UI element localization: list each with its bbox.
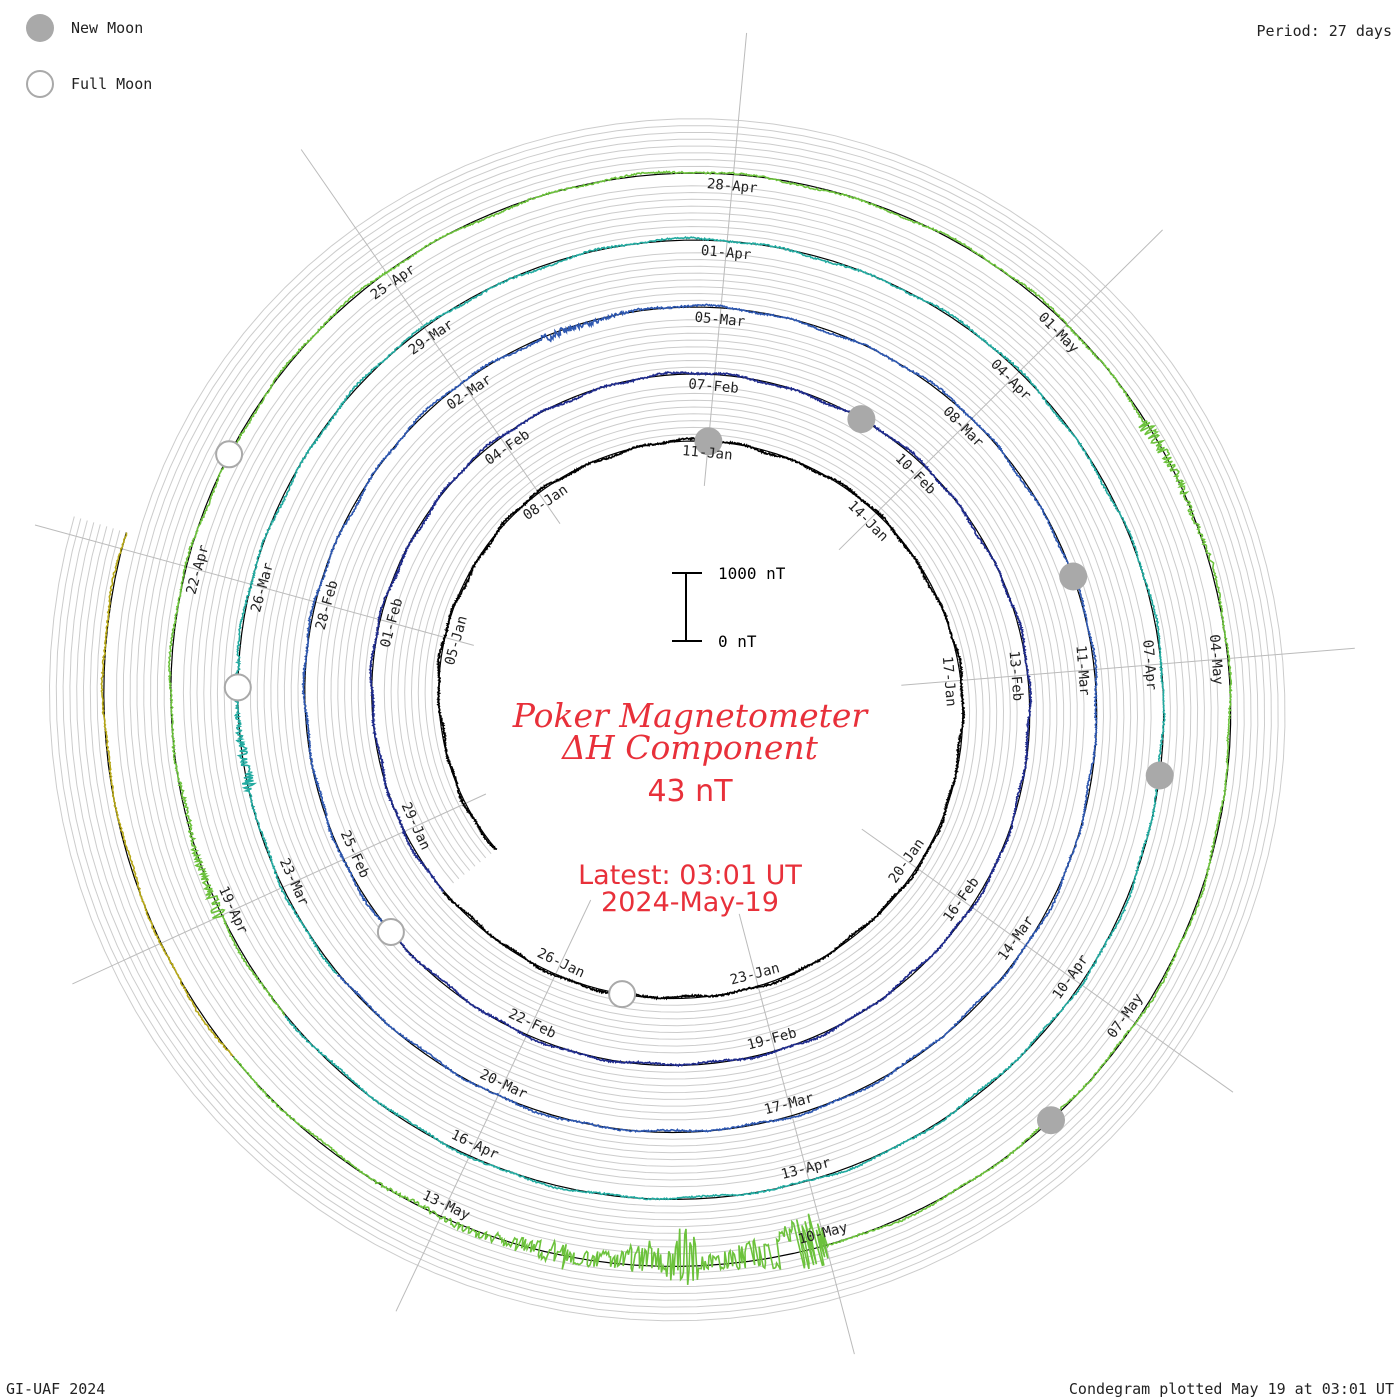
date-spoke [34, 524, 474, 646]
grid-ring [89, 159, 1245, 1281]
date-label: 29-Jan [398, 800, 434, 853]
plotted-label: Condegram plotted May 19 at 03:01 UT [1068, 1380, 1394, 1398]
grid-ring [62, 132, 1272, 1308]
date-label: 13-Feb [1006, 650, 1026, 702]
scale-bar: 1000 nT 0 nT [672, 564, 786, 651]
new-moon-marker [1145, 761, 1174, 790]
full-moon-icon [26, 70, 54, 98]
scale-bar-bottom-label: 0 nT [718, 632, 757, 651]
full-moon-marker [215, 440, 244, 469]
grid-ring [48, 118, 1286, 1322]
new-moon-marker [694, 427, 723, 456]
full-moon-marker [223, 673, 252, 702]
latest-date: 2024-May-19 [601, 887, 779, 918]
period-label: Period: 27 days [1256, 22, 1392, 40]
new-moon-icon [26, 14, 54, 42]
legend-full-moon: Full Moon [26, 70, 152, 98]
current-value: 43 nT [647, 774, 733, 809]
data-series-ring [233, 236, 1167, 1201]
chart-subtitle: ΔH Component [562, 728, 818, 767]
date-label: 23-Jan [729, 960, 782, 988]
date-label: 23-Mar [276, 856, 312, 909]
grid-ring [82, 152, 1252, 1288]
date-label: 01-Feb [378, 596, 407, 649]
date-label: 05-Jan [442, 614, 471, 667]
credit-label: GI-UAF 2024 [6, 1380, 106, 1398]
date-label: 07-Feb [688, 376, 740, 397]
date-spoke [901, 647, 1355, 686]
grid-rings [48, 118, 1286, 1322]
legend-new-moon: New Moon [26, 14, 143, 42]
data-series-ring [435, 436, 966, 1001]
date-spokes [34, 32, 1355, 1355]
grid-ring [76, 145, 1259, 1295]
data-series-ring [100, 532, 234, 1057]
chart-title: Poker Magnetometer [512, 696, 868, 735]
date-label: 25-Feb [337, 828, 373, 881]
date-spoke [861, 828, 1234, 1093]
new-moon-marker [1059, 562, 1088, 591]
date-label: 05-Mar [694, 310, 746, 331]
full-moon-label: Full Moon [71, 75, 153, 93]
date-label: 11-Jan [681, 443, 733, 464]
date-label: 28-Apr [706, 176, 758, 197]
date-label: 04-May [1206, 634, 1226, 686]
date-spoke [703, 32, 748, 486]
data-series-ring [167, 170, 1233, 1285]
date-spoke [72, 793, 487, 985]
new-moon-marker [1037, 1106, 1065, 1135]
date-label: 01-Apr [700, 243, 752, 264]
full-moon-marker [608, 980, 637, 1009]
new-moon-marker [847, 405, 876, 434]
date-label: 07-Apr [1139, 639, 1159, 691]
date-spoke [395, 899, 592, 1312]
moon-markers [215, 405, 1174, 1135]
scale-bar-top-label: 1000 nT [718, 564, 786, 583]
data-series-ring [368, 370, 1033, 1068]
grid-ring [55, 125, 1279, 1315]
latest-time: Latest: 03:01 UT [578, 860, 802, 891]
date-label: 11-Mar [1072, 645, 1092, 697]
data-series-ring [301, 303, 1098, 1133]
date-spoke [838, 229, 1163, 551]
date-label: 17-Jan [939, 656, 959, 708]
date-spoke [300, 149, 561, 524]
grid-ring [96, 165, 1238, 1274]
grid-ring [69, 138, 1266, 1301]
data-series [100, 170, 1233, 1285]
full-moon-marker [376, 918, 405, 946]
new-moon-label: New Moon [71, 19, 144, 37]
